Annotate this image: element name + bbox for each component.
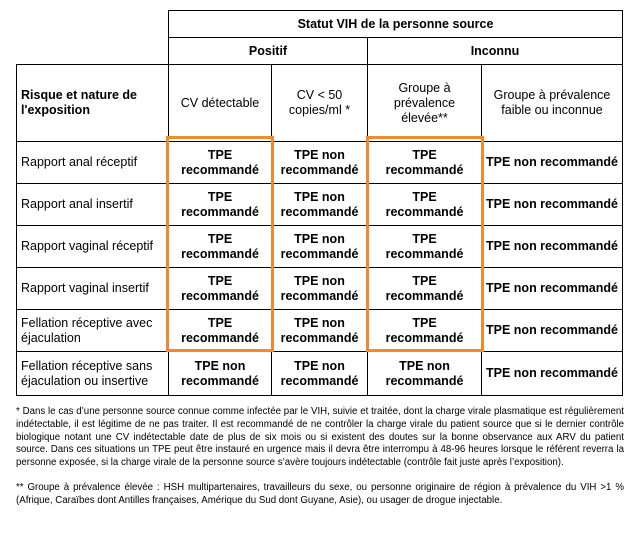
cell-c2: TPE non recommandé (271, 225, 368, 268)
cell-c2: TPE non recommandé (271, 141, 368, 184)
cell-c2: TPE non recommandé (271, 351, 368, 396)
footnote-cv: * Dans le cas d’une personne source conn… (16, 406, 624, 469)
cell-c2: TPE non recommandé (271, 309, 368, 352)
cell-c2: TPE non recommandé (271, 183, 368, 226)
col-prev-elevee: Groupe à prévalence élevée** (367, 64, 482, 142)
cell-c3: TPE recommandé (367, 141, 482, 184)
cell-c4: TPE non recommandé (480, 351, 624, 396)
cell-c3: TPE recommandé (367, 183, 482, 226)
cell-c1: TPE recommandé (168, 141, 272, 184)
row-label: Fellation réceptive sans éjaculation ou … (16, 351, 169, 396)
cell-c4: TPE non recommandé (480, 225, 624, 268)
header-inconnu: Inconnu (366, 37, 624, 65)
cell-c1: TPE recommandé (168, 309, 272, 352)
footnote-prevalence: ** Groupe à prévalence élevée : HSH mult… (16, 481, 624, 506)
pep-table: Statut VIH de la personne source Positif… (16, 10, 624, 396)
cell-c1: TPE non recommandé (168, 351, 272, 396)
cell-c4: TPE non recommandé (480, 183, 624, 226)
cell-c1: TPE recommandé (168, 183, 272, 226)
cell-c3: TPE recommandé (367, 267, 482, 310)
cell-c1: TPE recommandé (168, 225, 272, 268)
col-cv-detect: CV détectable (168, 64, 272, 142)
col-risk-header: Risque et nature de l'exposition (16, 64, 169, 142)
cell-c3: TPE recommandé (367, 309, 482, 352)
cell-c2: TPE non recommandé (271, 267, 368, 310)
cell-c4: TPE non recommandé (480, 267, 624, 310)
footnotes: * Dans le cas d’une personne source conn… (16, 406, 624, 508)
cell-c1: TPE recommandé (168, 267, 272, 310)
cell-c3: TPE non recommandé (367, 351, 482, 396)
row-label: Rapport vaginal insertif (16, 267, 169, 310)
row-label: Rapport anal réceptif (16, 141, 169, 184)
header-positif: Positif (168, 37, 368, 65)
row-label: Rapport vaginal réceptif (16, 225, 169, 268)
header-statut: Statut VIH de la personne source (167, 10, 624, 38)
col-prev-faible: Groupe à prévalence faible ou inconnue (480, 64, 624, 142)
cell-c3: TPE recommandé (367, 225, 482, 268)
row-label: Rapport anal insertif (16, 183, 169, 226)
cell-c4: TPE non recommandé (480, 309, 624, 352)
col-cv-lt50: CV < 50 copies/ml * (271, 64, 368, 142)
cell-c4: TPE non recommandé (480, 141, 624, 184)
row-label: Fellation réceptive avec éjaculation (16, 309, 169, 352)
